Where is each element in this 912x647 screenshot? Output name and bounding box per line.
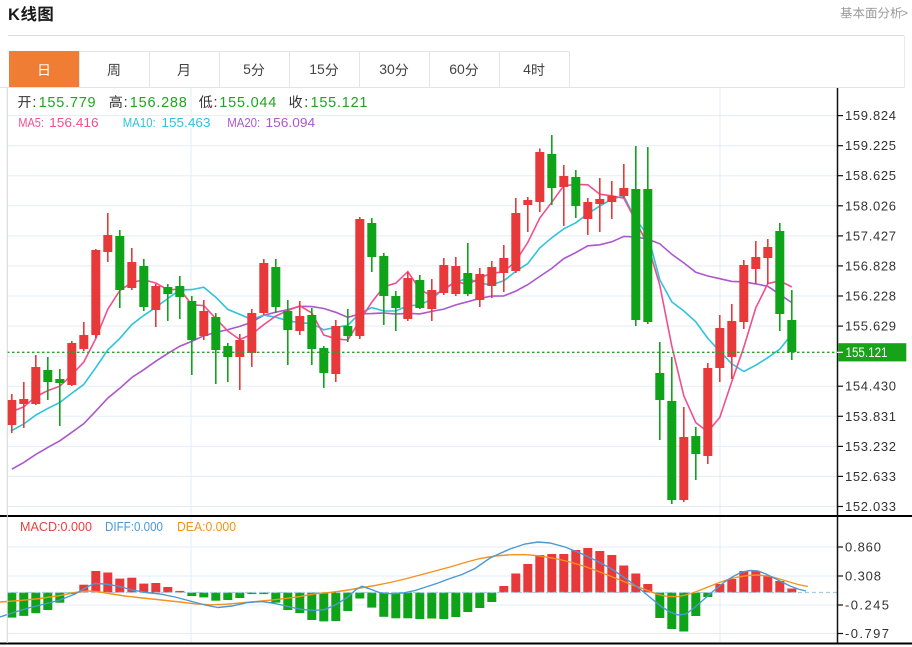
svg-text:153.831: 153.831 (845, 409, 896, 424)
svg-text:0.308: 0.308 (845, 569, 881, 584)
svg-text:154.430: 154.430 (845, 379, 896, 394)
svg-text:156.828: 156.828 (845, 258, 896, 273)
svg-text:152.633: 152.633 (845, 469, 896, 484)
svg-text:>: > (901, 6, 908, 20)
svg-text:158.625: 158.625 (845, 168, 896, 183)
svg-text:155.629: 155.629 (845, 319, 896, 334)
svg-text:60: 60 (449, 61, 465, 77)
svg-text:5: 5 (243, 61, 251, 77)
svg-text:15: 15 (309, 61, 325, 77)
svg-text:30: 30 (379, 61, 395, 77)
svg-text:-0.245: -0.245 (845, 598, 889, 613)
svg-text:158.026: 158.026 (845, 198, 896, 213)
svg-text:156.228: 156.228 (845, 289, 896, 304)
svg-text:-0.797: -0.797 (845, 626, 889, 641)
svg-text:4: 4 (523, 61, 531, 77)
svg-text:159.225: 159.225 (845, 138, 896, 153)
svg-text:0.860: 0.860 (845, 540, 881, 555)
svg-text:159.824: 159.824 (845, 108, 896, 123)
svg-text:155.121: 155.121 (846, 344, 888, 360)
svg-text:153.232: 153.232 (845, 439, 896, 454)
svg-text:::::: :::: (32, 95, 308, 111)
svg-text:157.427: 157.427 (845, 228, 896, 243)
svg-text:K: K (8, 6, 20, 24)
svg-text:152.033: 152.033 (845, 499, 896, 514)
